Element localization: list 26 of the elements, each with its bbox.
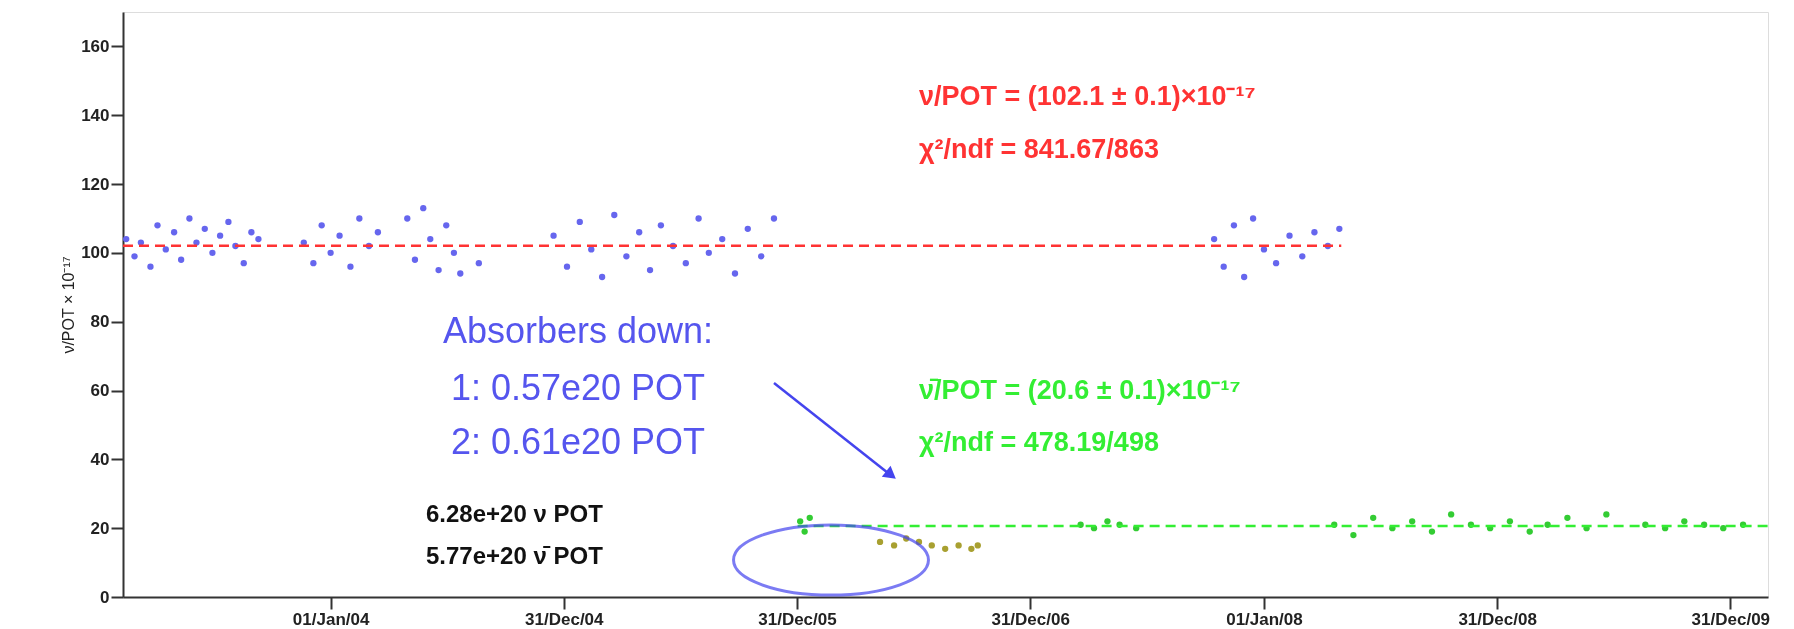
annotation: χ²/ndf = 478.19/498 (919, 427, 1159, 457)
x-tick-label: 31/Dec/05 (758, 609, 837, 629)
annotation: Absorbers down: (442, 310, 714, 351)
annotation: 1: 0.57e20 POT (450, 367, 706, 408)
x-tick-label: 31/Dec/09 (1691, 609, 1771, 629)
y-tick-label: 100 (81, 243, 110, 263)
x-tick-label: 31/Dec/06 (991, 609, 1070, 629)
y-tick-label: 20 (90, 518, 110, 538)
y-tick-label: 160 (81, 36, 110, 56)
annotation: χ²/ndf = 841.67/863 (919, 134, 1159, 164)
y-tick-label: 0 (100, 587, 110, 607)
y-tick-label: 40 (90, 449, 110, 469)
y-tick-label: 80 (90, 312, 110, 332)
y-axis-title: ν/POT × 10⁻¹⁷ (60, 256, 78, 354)
y-tick-label: 120 (81, 174, 110, 194)
x-tick-label: 31/Dec/04 (525, 609, 605, 629)
y-tick-label: 140 (81, 105, 110, 125)
annotation: ν̄/POT = (20.6 ± 0.1)×10⁻¹⁷ (919, 375, 1241, 405)
annotation: 5.77e+20 ν̄ POT (426, 542, 604, 569)
annotation: ν/POT = (102.1 ± 0.1)×10⁻¹⁷ (919, 81, 1256, 111)
annotation: 2: 0.61e20 POT (450, 421, 706, 462)
annotation: 6.28e+20 ν POT (426, 500, 604, 527)
y-tick-label: 60 (90, 381, 110, 401)
x-tick-label: 01/Jan/08 (1226, 609, 1303, 629)
x-tick-label: 01/Jan/04 (292, 609, 370, 629)
x-tick-label: 31/Dec/08 (1458, 609, 1537, 629)
